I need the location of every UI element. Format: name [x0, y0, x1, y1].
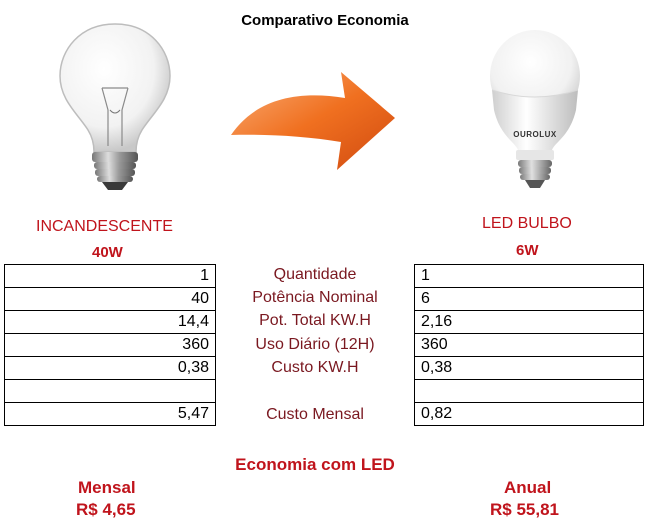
- monthly-label: Mensal: [78, 478, 136, 497]
- table-row: 5,47: [4, 402, 216, 426]
- brand-label: OUROLUX: [513, 130, 557, 139]
- table-cell: 0,82: [414, 402, 644, 426]
- table-row: 6: [414, 287, 644, 311]
- table-row: 360: [4, 333, 216, 357]
- table-row: 1: [414, 264, 644, 288]
- table-cell: 2,16: [414, 310, 644, 334]
- row-label-quantidade: Quantidade: [273, 266, 357, 283]
- table-cell: 360: [4, 333, 216, 357]
- led-power: 6W: [516, 242, 539, 259]
- row-label-custo-mensal: Custo Mensal: [266, 406, 364, 423]
- table-cell: 360: [414, 333, 644, 357]
- annual-label: Anual: [504, 478, 552, 497]
- table-cell: 6: [414, 287, 644, 311]
- table-row: 0,38: [414, 356, 644, 380]
- row-label-pot-total: Pot. Total KW.H: [259, 312, 371, 329]
- incandescent-power: 40W: [92, 244, 123, 261]
- table-cell: 5,47: [4, 402, 216, 426]
- incandescent-bulb-icon: [59, 23, 171, 190]
- led-label: LED BULBO: [482, 215, 572, 232]
- row-label-uso-diario: Uso Diário (12H): [255, 336, 375, 353]
- monthly-value: R$ 4,65: [76, 500, 136, 519]
- led-bulb-icon: [490, 30, 580, 188]
- table-row: 0,82: [414, 402, 644, 426]
- incandescent-label: INCANDESCENTE: [36, 218, 173, 235]
- table-cell: 1: [4, 264, 216, 288]
- table-row: 2,16: [414, 310, 644, 334]
- table-cell: [4, 379, 216, 403]
- table-row: 1: [4, 264, 216, 288]
- incandescent-values-table: 1 40 14,4 360 0,38 5,47: [4, 264, 216, 426]
- annual-value: R$ 55,81: [490, 500, 559, 519]
- page-title: Comparativo Economia: [241, 12, 409, 29]
- table-cell: 0,38: [4, 356, 216, 380]
- table-row: 14,4: [4, 310, 216, 334]
- table-cell: 0,38: [414, 356, 644, 380]
- table-row: [4, 379, 216, 403]
- led-values-table: 1 6 2,16 360 0,38 0,82: [414, 264, 644, 426]
- arrow-right-icon: [231, 72, 395, 170]
- row-label-custo-kwh: Custo KW.H: [271, 359, 359, 376]
- table-cell: 14,4: [4, 310, 216, 334]
- table-cell: [414, 379, 644, 403]
- table-cell: 1: [414, 264, 644, 288]
- savings-heading: Economia com LED: [235, 455, 395, 474]
- table-row: 0,38: [4, 356, 216, 380]
- table-row: [414, 379, 644, 403]
- table-cell: 40: [4, 287, 216, 311]
- table-row: 40: [4, 287, 216, 311]
- table-row: 360: [414, 333, 644, 357]
- row-label-potencia: Potência Nominal: [252, 289, 378, 306]
